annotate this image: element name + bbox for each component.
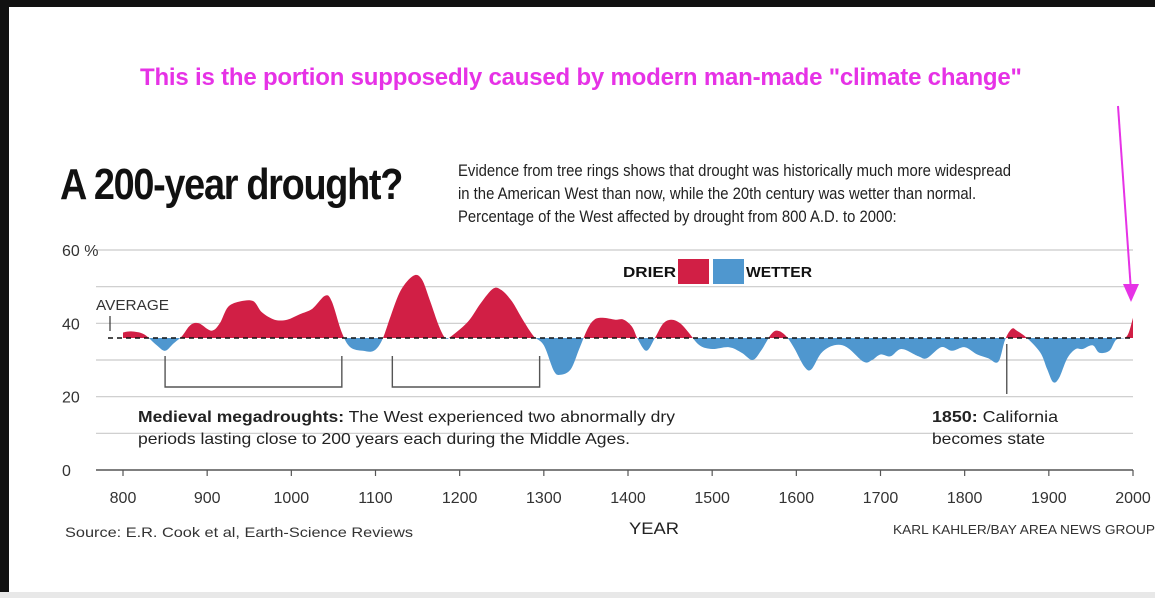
gridlines bbox=[96, 249, 1133, 434]
left-border bbox=[0, 0, 9, 598]
annotation-arrow-head bbox=[1123, 284, 1139, 302]
megadrought-bracket bbox=[164, 356, 343, 388]
x-axis: 800 900 1000 1100 1200 1300 1400 1500 1600 1700 18… bbox=[96, 469, 1151, 507]
annotation-arrow bbox=[1117, 105, 1139, 302]
california-note-line2: becomes state bbox=[932, 431, 1045, 448]
source-text: Source: E.R. Cook et al, Earth-Science R… bbox=[65, 524, 413, 540]
california-note-bold: 1850: bbox=[932, 409, 978, 426]
x-tick-label: 1100 bbox=[358, 490, 393, 507]
megadrought-note-line1: Medieval megadroughts: The West experien… bbox=[138, 409, 675, 426]
x-tick-label: 1000 bbox=[274, 490, 310, 507]
megadrought-note-text1: The West experienced two abnormally dry bbox=[344, 409, 675, 426]
x-tick-label: 1200 bbox=[442, 490, 478, 507]
california-note: 1850: California becomes state bbox=[932, 409, 1058, 448]
description-line: Evidence from tree rings shows that drou… bbox=[458, 162, 1012, 180]
wetter-area bbox=[123, 338, 1133, 383]
megadrought-note-bold: Medieval megadroughts: bbox=[138, 409, 344, 426]
headline: A 200-year drought? bbox=[60, 160, 403, 209]
x-tick-label: 900 bbox=[194, 490, 221, 507]
x-tick-label: 1900 bbox=[1031, 490, 1067, 507]
x-tick-label: 1400 bbox=[610, 490, 646, 507]
y-axis: 60 % 40 20 0 bbox=[62, 243, 98, 480]
x-tick-label: 1300 bbox=[526, 490, 562, 507]
credit-text: KARL KAHLER/BAY AREA NEWS GROUP bbox=[893, 522, 1155, 537]
description-line: Percentage of the West affected by droug… bbox=[458, 208, 897, 226]
legend-drier-label: DRIER bbox=[623, 264, 676, 281]
x-tick-label: 1800 bbox=[947, 490, 983, 507]
description-line: in the American West than now, while the… bbox=[458, 185, 977, 203]
x-axis-title: YEAR bbox=[629, 519, 679, 538]
average-label: AVERAGE bbox=[96, 297, 169, 314]
megadrought-brackets bbox=[164, 344, 1008, 394]
megadrought-note-line2: periods lasting close to 200 years each … bbox=[138, 431, 630, 448]
california-note-line1: 1850: California bbox=[932, 409, 1058, 426]
y-tick-label: 60 % bbox=[62, 243, 98, 260]
x-tick-label: 1500 bbox=[694, 490, 730, 507]
drought-areas bbox=[123, 274, 1133, 383]
megadrought-bracket bbox=[391, 356, 541, 388]
y-tick-label: 40 bbox=[62, 316, 80, 333]
legend-wetter-label: WETTER bbox=[746, 264, 812, 281]
annotation-arrow-line bbox=[1117, 105, 1132, 292]
legend-wetter-swatch bbox=[713, 259, 744, 284]
top-border bbox=[0, 0, 1155, 7]
annotation-text: This is the portion supposedly caused by… bbox=[140, 64, 1022, 91]
x-tick-label: 1700 bbox=[863, 490, 899, 507]
megadrought-note: Medieval megadroughts: The West experien… bbox=[138, 409, 675, 448]
drier-area bbox=[123, 274, 1133, 338]
x-tick-label: 1600 bbox=[779, 490, 815, 507]
x-tick-label: 800 bbox=[110, 490, 137, 507]
average-marker: AVERAGE bbox=[96, 297, 169, 331]
legend-drier-swatch bbox=[678, 259, 709, 284]
y-tick-label: 0 bbox=[62, 463, 71, 480]
x-tick-label: 2000 bbox=[1115, 490, 1151, 507]
y-tick-label: 20 bbox=[62, 390, 80, 407]
description: Evidence from tree rings shows that drou… bbox=[458, 160, 1011, 229]
bottom-border bbox=[0, 592, 1155, 598]
california-note-text1: California bbox=[978, 409, 1058, 426]
legend: DRIER WETTER bbox=[623, 259, 812, 284]
